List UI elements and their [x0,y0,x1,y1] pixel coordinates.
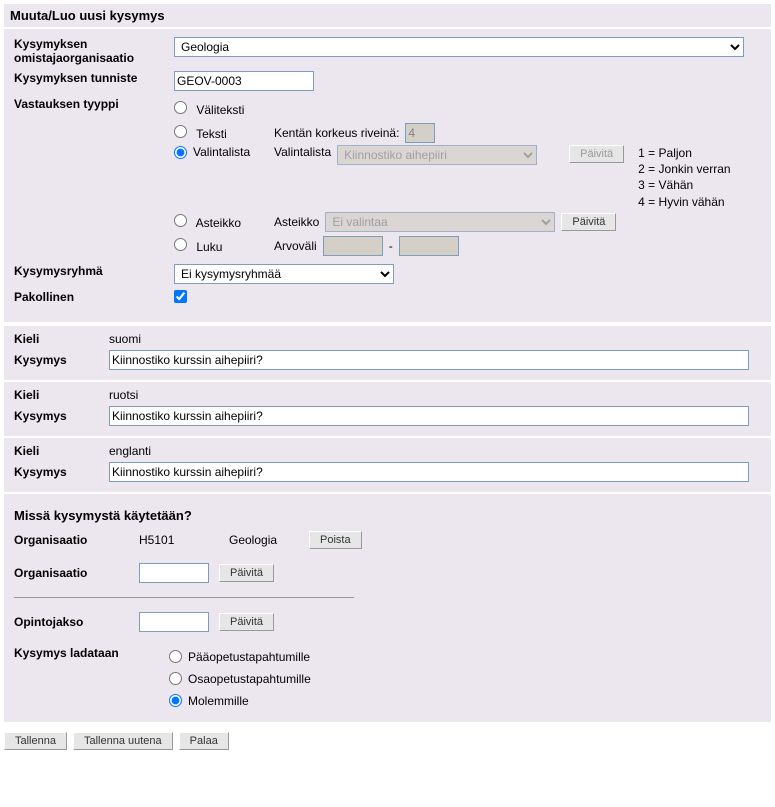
identifier-input[interactable] [174,71,314,91]
teksti-rows-label: Kentän korkeus riveinä: [274,126,399,140]
valintalista-select: Kiinnostiko aihepiiri [337,145,537,165]
lang-block-en: Kieli englanti Kysymys [4,438,771,492]
course-button[interactable]: Päivitä [219,613,274,631]
usage-panel: Missä kysymystä käytetään? Organisaatio … [4,494,771,722]
luku-to-input [399,236,459,256]
radio-valiteksti[interactable] [174,101,187,114]
owner-label: Kysymyksen omistajaorganisaatio [14,37,174,65]
identifier-label: Kysymyksen tunniste [14,71,174,85]
lang-value: ruotsi [109,388,138,402]
radio-paa[interactable] [169,650,182,663]
teksti-rows-input [405,123,435,143]
lang-label: Kieli [14,332,109,346]
save-button[interactable]: Tallenna [4,732,67,750]
valintalista-sublabel: Valintalista [274,145,331,159]
answer-type-label: Vastauksen tyyppi [14,97,174,111]
question-label: Kysymys [14,465,109,479]
radio-molemmille[interactable] [169,694,182,707]
lang-label: Kieli [14,444,109,458]
radio-molemmille-label: Molemmille [188,694,249,708]
radio-asteikko-label: Asteikko [196,216,241,230]
luku-dash: - [389,239,393,253]
question-input-fi[interactable] [109,350,749,370]
luku-sublabel: Arvoväli [274,239,317,253]
radio-asteikko[interactable] [174,214,187,227]
question-label: Kysymys [14,353,109,367]
mandatory-checkbox[interactable] [174,290,187,303]
lang-block-fi: Kieli suomi Kysymys [4,326,771,380]
org-label: Organisaatio [14,533,129,547]
radio-valiteksti-label: Väliteksti [196,103,244,117]
bottom-buttons: Tallenna Tallenna uutena Palaa [4,732,771,750]
divider [14,597,354,598]
mandatory-label: Pakollinen [14,290,174,304]
page-title: Muuta/Luo uusi kysymys [4,4,771,27]
org-add-button[interactable]: Päivitä [219,564,274,582]
valintalista-legend: 1 = Paljon 2 = Jonkin verran 3 = Vähän 4… [638,145,730,210]
radio-valintalista-label: Valintalista [193,145,250,159]
course-label: Opintojakso [14,615,129,629]
org-remove-button[interactable]: Poista [309,531,362,549]
lang-value: englanti [109,444,151,458]
radio-teksti-label: Teksti [196,127,227,141]
org-name: Geologia [229,533,299,547]
org-add-input[interactable] [139,563,209,583]
owner-select[interactable]: Geologia [174,37,744,57]
radio-valintalista[interactable] [174,146,187,159]
radio-osa-label: Osaopetustapahtumille [188,672,311,686]
course-input[interactable] [139,612,209,632]
radio-teksti[interactable] [174,125,187,138]
load-label: Kysymys ladataan [14,646,169,712]
asteikko-sublabel: Asteikko [274,215,319,229]
asteikko-select: Ei valintaa [325,212,555,232]
question-input-sv[interactable] [109,406,749,426]
radio-luku-label: Luku [196,240,222,254]
save-as-new-button[interactable]: Tallenna uutena [73,732,173,750]
org-add-label: Organisaatio [14,566,129,580]
radio-luku[interactable] [174,238,187,251]
luku-from-input [323,236,383,256]
group-select[interactable]: Ei kysymysryhmää [174,264,394,284]
radio-paa-label: Pääopetustapahtumille [188,650,310,664]
back-button[interactable]: Palaa [179,732,229,750]
lang-label: Kieli [14,388,109,402]
group-label: Kysymysryhmä [14,264,174,278]
radio-osa[interactable] [169,672,182,685]
question-label: Kysymys [14,409,109,423]
asteikko-update-button[interactable]: Päivitä [561,213,616,231]
org-code: H5101 [139,533,219,547]
main-panel: Kysymyksen omistajaorganisaatio Geologia… [4,29,771,322]
valintalista-update-button: Päivitä [569,145,624,163]
usage-title: Missä kysymystä käytetään? [14,502,761,531]
lang-block-sv: Kieli ruotsi Kysymys [4,382,771,436]
question-input-en[interactable] [109,462,749,482]
lang-value: suomi [109,332,141,346]
